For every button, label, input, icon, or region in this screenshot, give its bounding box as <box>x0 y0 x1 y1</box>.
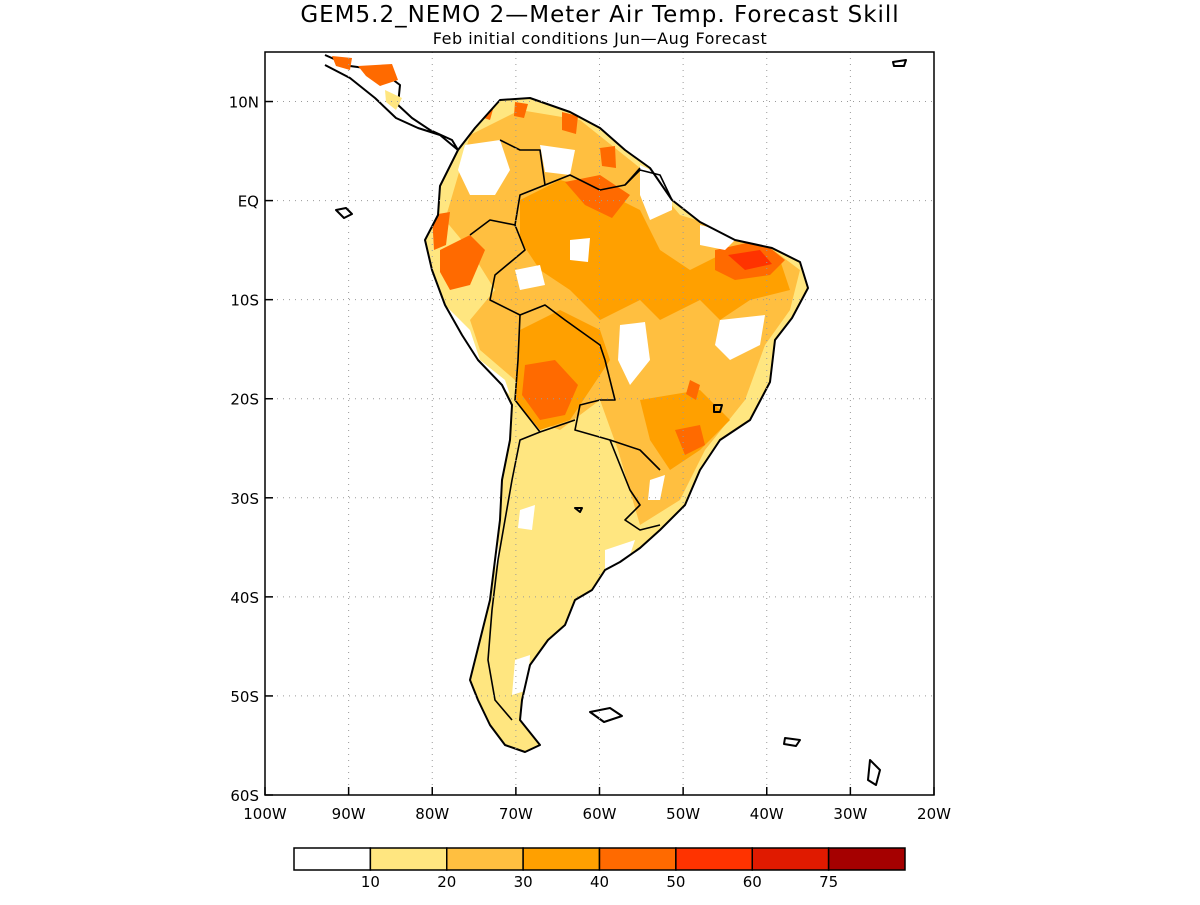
lat-tick-label: 20S <box>230 391 259 409</box>
skill-shading <box>425 98 808 752</box>
lon-tick-label: 90W <box>332 805 366 823</box>
colorbar-swatch <box>293 847 372 871</box>
colorbar: 10 20 30 40 50 60 75 <box>293 847 906 891</box>
lon-tick-label: 30W <box>833 805 867 823</box>
colorbar-label: 20 <box>437 873 456 891</box>
lon-tick-label: 60W <box>583 805 617 823</box>
colorbar-swatch <box>827 847 906 871</box>
lon-tick-label: 40W <box>750 805 784 823</box>
lat-tick-label: 30S <box>230 490 259 508</box>
axis-ticks: 100W 90W 80W 70W 60W 50W 40W 30W 20W 10N EQ 10S 20S 3… <box>229 94 951 823</box>
colorbar-swatch <box>751 847 830 871</box>
lat-tick-label: 40S <box>230 589 259 607</box>
lat-tick-label: 60S <box>230 787 259 805</box>
colorbar-label: 30 <box>514 873 533 891</box>
country-borders <box>469 139 673 721</box>
colorbar-swatch <box>369 847 448 871</box>
colorbar-label: 60 <box>743 873 762 891</box>
lat-tick-label: EQ <box>238 193 259 211</box>
lon-tick-label: 50W <box>666 805 700 823</box>
lon-tick-label: 100W <box>243 805 287 823</box>
colorbar-swatch <box>675 847 753 871</box>
lon-tick-label: 70W <box>499 805 533 823</box>
lat-tick-label: 10N <box>229 94 259 112</box>
lon-tick-label: 20W <box>917 805 951 823</box>
lat-tick-label: 50S <box>230 688 259 706</box>
islands <box>335 59 907 786</box>
lon-tick-label: 80W <box>415 805 449 823</box>
lat-tick-label: 10S <box>230 292 259 310</box>
colorbar-swatch <box>598 847 677 871</box>
map-title: GEM5.2_NEMO 2—Meter Air Temp. Forecast S… <box>300 2 899 28</box>
colorbar-label: 10 <box>361 873 380 891</box>
colorbar-swatch <box>446 847 524 871</box>
colorbar-swatch <box>522 847 601 871</box>
colorbar-label: 50 <box>666 873 685 891</box>
map-subtitle: Feb initial conditions Jun—Aug Forecast <box>433 29 767 48</box>
central-america-skill-shading <box>332 56 402 110</box>
colorbar-label: 75 <box>819 873 838 891</box>
colorbar-label: 40 <box>590 873 609 891</box>
